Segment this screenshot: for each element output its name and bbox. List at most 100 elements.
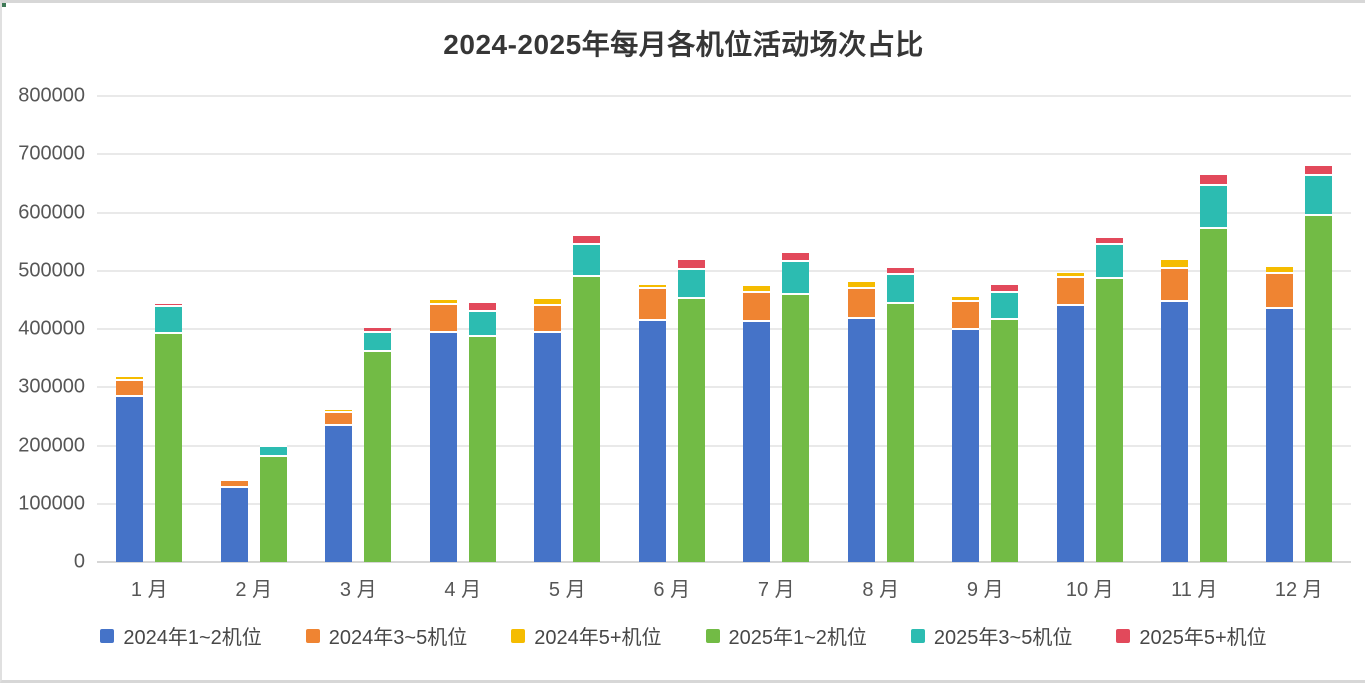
y-axis-tick-label: 100000 <box>18 492 85 515</box>
bar-segment[interactable] <box>952 296 980 303</box>
bar-segment[interactable] <box>364 327 392 334</box>
bar-segment[interactable] <box>886 267 914 275</box>
stacked-bar-2025 <box>1095 96 1123 562</box>
legend-item[interactable]: 2024年1~2机位 <box>100 621 262 650</box>
x-axis-label: 3 月 <box>339 579 377 601</box>
bar-segment[interactable] <box>116 377 144 381</box>
bar-segment[interactable] <box>886 274 914 304</box>
bar-segment[interactable] <box>116 380 144 398</box>
bar-segment[interactable] <box>991 292 1019 321</box>
legend-swatch <box>910 628 925 643</box>
month-group: 11 月 <box>1142 96 1247 601</box>
bar-segment[interactable] <box>325 409 353 414</box>
bar-segment[interactable] <box>534 299 562 306</box>
bar-segment[interactable] <box>782 295 810 562</box>
y-gridline <box>97 386 1351 389</box>
stacked-bar-2025 <box>1304 96 1332 562</box>
bar-segment[interactable] <box>677 299 705 562</box>
bar-segment[interactable] <box>1265 266 1293 275</box>
bar-segment[interactable] <box>155 303 183 308</box>
bar-segment[interactable] <box>1200 175 1228 187</box>
bar-segment[interactable] <box>886 303 914 562</box>
bar-segment[interactable] <box>743 322 771 562</box>
bar-segment[interactable] <box>573 236 601 246</box>
legend-label: 2025年5+机位 <box>1139 627 1267 649</box>
bar-segment[interactable] <box>534 305 562 333</box>
bar-segment[interactable] <box>259 444 287 448</box>
x-axis-label: 11 月 <box>1171 579 1218 601</box>
month-group: 2 月 <box>202 96 307 601</box>
y-axis-tick-label: 300000 <box>18 375 85 398</box>
bar-segment[interactable] <box>1304 216 1332 562</box>
bar-segment[interactable] <box>1095 278 1123 562</box>
bar-segment[interactable] <box>1056 278 1084 306</box>
bar-segment[interactable] <box>1161 302 1189 562</box>
stacked-bar-2024 <box>429 96 457 562</box>
bar-segment[interactable] <box>259 447 287 458</box>
bar-segment[interactable] <box>468 311 496 338</box>
bar-segment[interactable] <box>1161 259 1189 270</box>
x-axis-label: 6 月 <box>653 579 691 601</box>
bar-segment[interactable] <box>325 413 353 427</box>
bar-segment[interactable] <box>429 305 457 334</box>
bar-segment[interactable] <box>468 303 496 312</box>
bar-segment[interactable] <box>155 307 183 335</box>
bar-segment[interactable] <box>573 276 601 562</box>
bar-segment[interactable] <box>847 319 875 562</box>
bar-segment[interactable] <box>1056 305 1084 562</box>
stacked-bar-2025 <box>991 96 1019 562</box>
stacked-bar-2025 <box>364 96 392 562</box>
bar-segment[interactable] <box>1095 238 1123 246</box>
bar-segment[interactable] <box>743 286 771 293</box>
legend-item[interactable]: 2024年5+机位 <box>511 621 662 650</box>
bar-segment[interactable] <box>534 332 562 562</box>
bar-segment[interactable] <box>429 333 457 562</box>
bar-segment[interactable] <box>638 284 666 290</box>
bar-segment[interactable] <box>638 321 666 562</box>
bar-segment[interactable] <box>220 488 248 562</box>
bar-segment[interactable] <box>782 252 810 263</box>
legend-swatch <box>511 628 526 643</box>
bar-segment[interactable] <box>364 352 392 562</box>
bar-segment[interactable] <box>1265 308 1293 562</box>
bar-segment[interactable] <box>1161 269 1189 303</box>
bar-segment[interactable] <box>220 479 248 482</box>
bar-segment[interactable] <box>259 457 287 562</box>
bar-segment[interactable] <box>847 288 875 320</box>
legend-item[interactable]: 2025年1~2机位 <box>705 621 867 650</box>
legend-item[interactable]: 2024年3~5机位 <box>305 621 468 650</box>
bar-segment[interactable] <box>952 330 980 562</box>
bar-segment[interactable] <box>1200 228 1228 562</box>
bar-segment[interactable] <box>991 284 1019 293</box>
bar-segment[interactable] <box>677 269 705 300</box>
bar-segment[interactable] <box>573 245 601 277</box>
bar-segment[interactable] <box>155 334 183 562</box>
bar-segment[interactable] <box>1265 274 1293 309</box>
bar-segment[interactable] <box>1200 186 1228 229</box>
legend-swatch <box>705 628 720 643</box>
bar-segment[interactable] <box>1095 245 1123 279</box>
bar-segment[interactable] <box>743 292 771 323</box>
bar-segment[interactable] <box>116 397 144 562</box>
bar-segment[interactable] <box>638 289 666 322</box>
x-axis-label: 9 月 <box>966 579 1004 601</box>
bar-segment[interactable] <box>1304 176 1332 216</box>
bar-segment[interactable] <box>677 260 705 270</box>
bar-segment[interactable] <box>429 300 457 306</box>
bar-segment[interactable] <box>1304 165 1332 177</box>
legend-label: 2024年3~5机位 <box>328 627 468 649</box>
legend-swatch <box>100 628 115 643</box>
bar-segment[interactable] <box>782 262 810 296</box>
bar-segment[interactable] <box>468 337 496 562</box>
bar-segment[interactable] <box>847 282 875 289</box>
bar-segment[interactable] <box>1056 272 1084 279</box>
bar-segment[interactable] <box>325 426 353 562</box>
bar-segment[interactable] <box>220 481 248 489</box>
legend-item[interactable]: 2025年3~5机位 <box>910 621 1072 650</box>
legend-item[interactable]: 2025年5+机位 <box>1116 621 1267 650</box>
legend-label: 2024年1~2机位 <box>123 627 262 649</box>
bar-segment[interactable] <box>364 333 392 353</box>
bar-segment[interactable] <box>991 320 1019 562</box>
y-axis-tick-label: 500000 <box>18 259 85 282</box>
bar-segment[interactable] <box>952 302 980 331</box>
